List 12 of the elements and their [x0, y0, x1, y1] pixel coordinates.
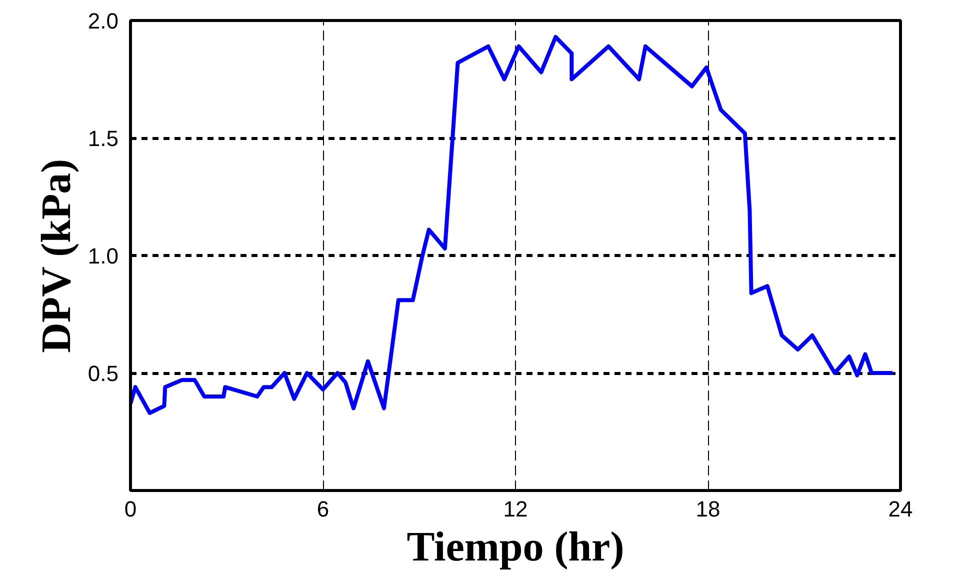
x-tick-label: 0 [124, 496, 137, 522]
y-tick-label: 1.5 [88, 126, 119, 151]
y-tick-label: 2.0 [88, 8, 119, 34]
x-tick-label: 6 [316, 496, 330, 522]
x-tick-label: 12 [503, 496, 528, 522]
line-series [130, 34, 894, 415]
x-tick-label: 24 [888, 496, 913, 522]
x-tick-label: 18 [696, 496, 720, 522]
x-axis-title: Tiempo (hr) [406, 524, 624, 570]
y-tick-label: 1.0 [88, 244, 119, 268]
y-tick-label: 0.5 [88, 361, 119, 386]
y-axis-title: DPV (kPa) [34, 158, 80, 353]
